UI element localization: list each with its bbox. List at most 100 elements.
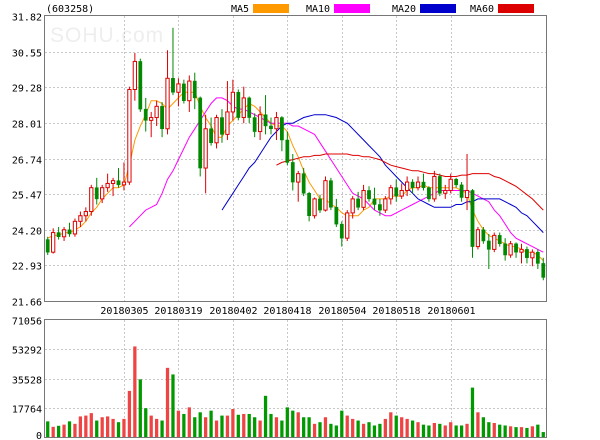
volume-bar — [209, 410, 213, 437]
volume-bar — [95, 420, 99, 437]
volume-bar — [438, 423, 442, 437]
candle — [383, 196, 388, 213]
candle-body-down — [334, 207, 339, 225]
legend-swatch — [420, 4, 456, 13]
candle-body-down — [143, 108, 148, 121]
volume-bar — [519, 427, 524, 437]
candlesticks — [45, 27, 546, 281]
volume-bar — [508, 426, 513, 437]
volume-bar — [416, 422, 420, 437]
volume-bar — [367, 422, 371, 437]
candle — [110, 177, 116, 197]
candle — [269, 117, 273, 135]
volume-bar — [73, 423, 77, 437]
candle-body-up — [492, 234, 497, 250]
candle-body-up — [100, 187, 105, 200]
candle — [503, 238, 508, 261]
candle — [209, 117, 213, 146]
volume-bar — [165, 367, 170, 437]
candle-body-down — [497, 235, 502, 245]
candle-body-up — [361, 189, 366, 208]
candle-body-up — [415, 181, 421, 189]
candle-body-down — [481, 229, 486, 242]
candle — [399, 183, 404, 199]
candle — [415, 176, 421, 191]
volume-bar — [105, 416, 110, 437]
candle — [149, 111, 154, 138]
candle — [372, 187, 377, 211]
candle — [67, 222, 72, 237]
candle-body-up — [405, 181, 410, 191]
candle — [492, 232, 497, 253]
volume-bar — [193, 417, 197, 437]
candle — [367, 186, 371, 202]
candle — [132, 53, 137, 101]
candle — [525, 246, 529, 264]
volume-bar — [334, 425, 338, 437]
x-tick-label: 20180601 — [427, 306, 475, 317]
price-y-tick-label: 22.93 — [12, 262, 42, 273]
candle-body-down — [307, 193, 311, 216]
candle — [410, 179, 415, 194]
volume-bar — [225, 415, 230, 437]
candle — [421, 173, 426, 191]
candle — [45, 236, 50, 255]
ma5-line — [47, 91, 544, 261]
candle — [192, 72, 197, 110]
candle-body-up — [105, 182, 110, 189]
candle-body-down — [486, 240, 491, 250]
volume-bar — [116, 422, 121, 437]
volume-bar — [470, 387, 475, 437]
candle-body-up — [72, 220, 78, 235]
volume-bar — [302, 417, 306, 437]
volume-bar — [323, 417, 328, 437]
candle-body-down — [437, 176, 442, 194]
legend-label: MA20 — [392, 4, 416, 15]
candle — [94, 177, 99, 205]
candle-body-down — [116, 180, 121, 186]
volume-bar — [236, 414, 240, 437]
candle — [470, 189, 475, 258]
candle-body-up — [89, 187, 94, 213]
candle — [61, 226, 67, 241]
candle — [181, 79, 186, 104]
volume-y-tick-label: 0 — [36, 431, 42, 440]
moving-average-lines — [47, 91, 544, 261]
candle — [508, 240, 513, 258]
candle-body-down — [454, 179, 459, 186]
volume-bar — [296, 412, 300, 437]
candle — [171, 27, 175, 96]
candle-body-down — [535, 251, 540, 264]
candle-body-down — [263, 114, 268, 127]
volume-bar — [514, 427, 518, 437]
candle-body-down — [339, 223, 344, 239]
candle — [290, 154, 295, 191]
price-panel-frame — [44, 15, 547, 302]
volume-bar — [220, 415, 224, 437]
volume-bar — [242, 413, 246, 437]
candle — [459, 182, 464, 202]
candle-body-up — [176, 83, 181, 93]
candle — [100, 184, 105, 204]
axis-labels: 31.82 30.55 29.28 28.01 26.74 25.47 24.20 22.93… — [12, 13, 476, 440]
candle-body-down — [514, 243, 518, 253]
legend-swatch — [253, 4, 289, 13]
volume-bar — [231, 409, 235, 437]
volume-bar — [454, 425, 458, 437]
volume-bar — [351, 418, 355, 437]
candle-body-down — [525, 249, 529, 259]
volume-bar — [530, 426, 535, 437]
candle-body-up — [187, 80, 192, 102]
candle — [89, 184, 94, 216]
candle-body-down — [378, 204, 382, 211]
volume-bar — [100, 417, 104, 437]
candle-body-down — [372, 198, 377, 205]
volume-bar — [525, 427, 529, 437]
candle-body-up — [121, 181, 127, 186]
candle — [78, 211, 83, 227]
volume-bar — [149, 415, 153, 437]
volume-bar — [247, 413, 251, 437]
legend-swatch — [498, 4, 534, 13]
candle — [318, 194, 322, 213]
volume-bar — [476, 412, 480, 437]
